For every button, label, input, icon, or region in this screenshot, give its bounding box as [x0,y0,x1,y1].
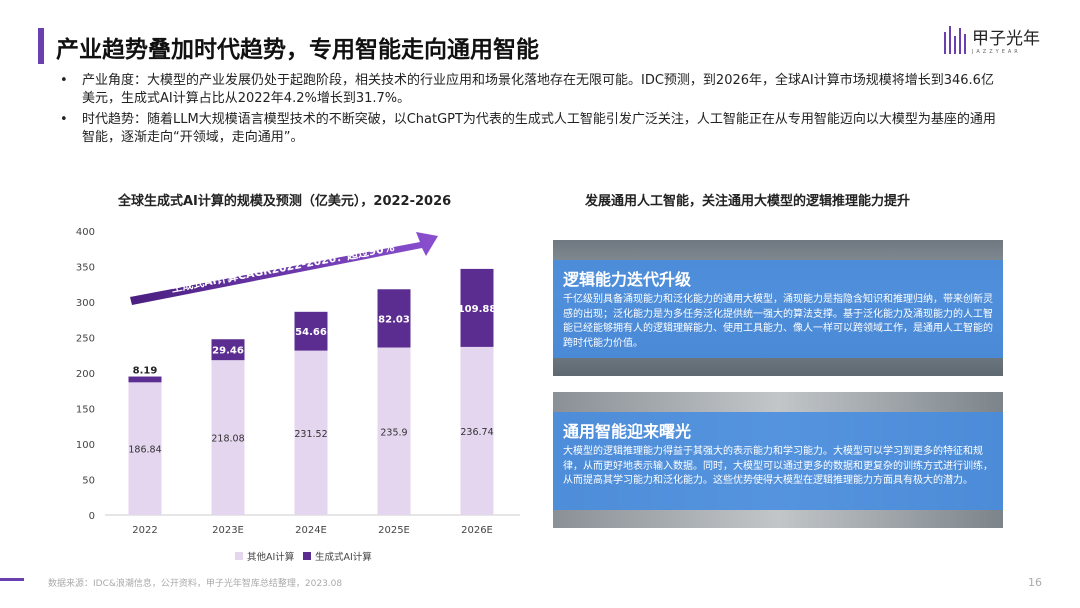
legend-swatch-other [235,552,243,560]
data-label-other: 235.9 [380,427,407,438]
panel-title: 通用智能迎来曙光 [563,422,692,441]
data-label-generative: 29.46 [212,346,244,357]
data-label-other: 218.08 [211,434,244,445]
bar-generative-ai [211,339,245,361]
stacked-bar-chart: 0 50 100 150 200 250 300 350 400 186.84 8.19 2022 21… [76,227,520,563]
chart-title: 全球生成式AI计算的规模及预测（亿美元），2022-2026 [118,194,452,209]
x-tick-label: 2022 [132,525,157,536]
bar-other-ai [377,347,411,515]
y-tick-label: 300 [76,298,95,309]
bar-other-ai [211,360,245,515]
data-label-other: 186.84 [128,445,161,456]
y-tick-label: 50 [82,476,95,487]
legend-label-generative: 生成式AI计算 [315,551,372,563]
logo-icon [944,25,966,54]
right-title: 发展通用人工智能，关注通用大模型的逻辑推理能力提升 [585,194,911,209]
logo: 甲子光年 JAZZYEAR [944,24,1040,55]
panel-logic: 逻辑能力迭代升级千亿级别具备涌现能力和泛化能力的通用大模型，涌现能力是指隐含知识… [553,240,1003,376]
data-label-generative: 82.03 [378,314,410,325]
data-label-other: 231.52 [294,429,327,440]
panel-text: 大模型的逻辑推理能力得益于其强大的表示能力和学习能力。大模型可以学习到更多的特征… [563,446,993,486]
bullet-item: 产业角度：大模型的产业发展仍处于起跑阶段，相关技术的行业应用和场景化落地存在无限… [60,72,1000,108]
y-tick-label: 200 [76,369,95,380]
bullet-list: 产业角度：大模型的产业发展仍处于起跑阶段，相关技术的行业应用和场景化落地存在无限… [60,72,1000,150]
data-label-generative: 8.19 [133,366,158,377]
panel-general: 通用智能迎来曙光大模型的逻辑推理能力得益于其强大的表示能力和学习能力。大模型可以… [553,392,1003,528]
x-tick-label: 2026E [461,525,493,536]
y-tick-label: 150 [76,405,95,416]
bar-generative-ai [377,289,411,348]
bar-other-ai [294,350,328,515]
bar-generative-ai [128,376,162,383]
legend-swatch-generative [303,552,311,560]
bullet-item: 时代趋势：随着LLM大规模语言模型技术的不断突破，以ChatGPT为代表的生成式… [60,111,1000,147]
bar-other-ai [460,346,494,515]
title-accent-bar [38,28,44,64]
x-tick-label: 2023E [212,525,244,536]
cagr-arrow [130,232,438,305]
cagr-annotation: 生成式AI计算CAGR2022-2026：超过90% [170,240,396,295]
y-tick-label: 250 [76,334,95,345]
x-tick-label: 2024E [295,525,327,536]
data-label-generative: 54.66 [295,327,327,338]
data-source: 数据来源：IDC&浪潮信息，公开资料，甲子光年智库总结整理，2023.08 [48,579,343,589]
bar-generative-ai [294,311,328,351]
y-tick-label: 100 [76,440,95,451]
page-title: 产业趋势叠加时代趋势，专用智能走向通用智能 [56,37,539,63]
bar-other-ai [128,382,162,515]
footer-accent [0,578,24,581]
y-tick-label: 0 [89,511,95,522]
bar-generative-ai [460,268,494,347]
data-label-generative: 109.88 [458,304,497,315]
panel-text: 千亿级别具备涌现能力和泛化能力的通用大模型，涌现能力是指隐含知识和推理归纳，带来… [563,294,993,349]
y-tick-label: 400 [76,227,95,238]
legend-label-other: 其他AI计算 [247,551,294,563]
logo-name: 甲子光年 [972,29,1040,49]
data-label-other: 236.74 [460,427,493,438]
y-tick-label: 350 [76,263,95,274]
logo-sub: JAZZYEAR [972,49,1021,55]
x-tick-label: 2025E [378,525,410,536]
page-number: 16 [1028,576,1042,589]
panel-title: 逻辑能力迭代升级 [563,270,692,289]
